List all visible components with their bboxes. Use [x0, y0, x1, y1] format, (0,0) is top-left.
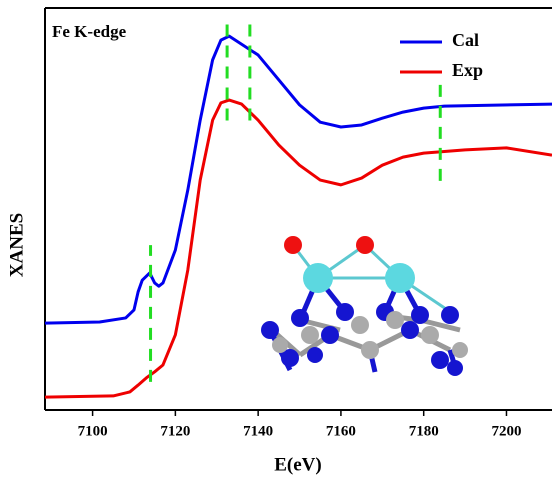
o-atoms — [284, 236, 374, 254]
legend-label: Cal — [452, 30, 479, 50]
x-tick-label: 7180 — [409, 423, 439, 439]
annotation: Fe K-edge — [52, 22, 127, 41]
chart: Fe K-edge E(eV) XANES 7100 7120 7140 7160 71… — [0, 0, 552, 480]
molecule-inset — [261, 236, 468, 376]
x-axis-label: E(eV) — [274, 454, 321, 475]
x-tick-label: 7120 — [160, 423, 190, 439]
x-tick-label: 7200 — [491, 423, 521, 439]
x-tick-label: 7100 — [78, 423, 108, 439]
x-tick-label: 7160 — [326, 423, 356, 439]
legend-label: Exp — [452, 60, 483, 80]
y-axis-label: XANES — [6, 213, 27, 277]
x-tick-label: 7140 — [243, 423, 273, 439]
